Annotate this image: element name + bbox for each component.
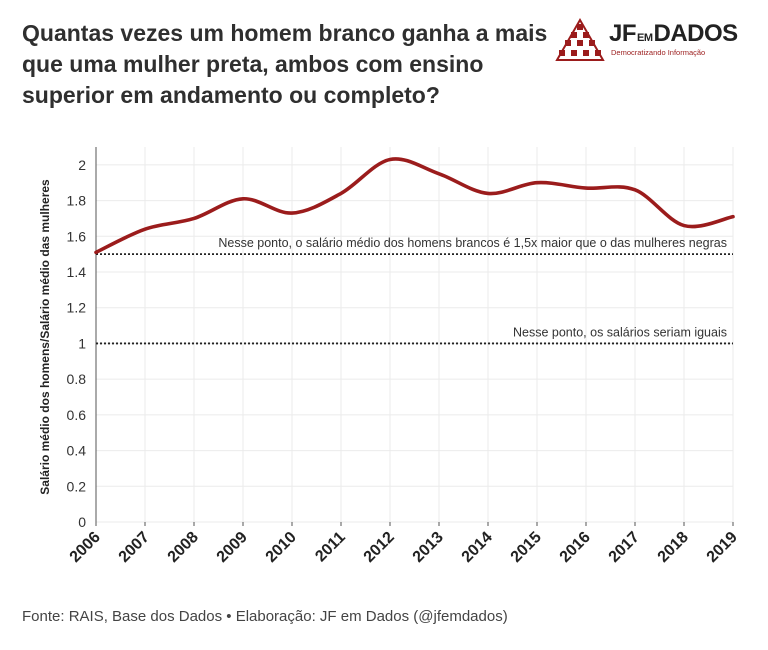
x-tick-label: 2012 xyxy=(361,529,398,566)
y-tick-label: 0.4 xyxy=(67,443,87,459)
y-tick-label: 1.8 xyxy=(67,193,87,209)
x-tick-label: 2011 xyxy=(312,529,349,566)
data-point xyxy=(536,182,538,184)
y-tick-label: 1.6 xyxy=(67,228,87,244)
data-point xyxy=(487,192,489,194)
x-tick-label: 2018 xyxy=(655,529,692,566)
y-tick-label: 0 xyxy=(78,514,86,530)
x-tick-label: 2014 xyxy=(459,529,496,566)
y-tick-label: 2 xyxy=(78,157,86,173)
chart-title-line-2: que uma mulher preta, ambos com ensino xyxy=(22,51,484,77)
chart-title-line-1: Quantas vezes um homem branco ganha a ma… xyxy=(22,20,548,46)
data-point xyxy=(291,212,293,214)
data-point xyxy=(585,187,587,189)
x-tick-label: 2007 xyxy=(116,529,153,566)
chart-title: Quantas vezes um homem branco ganha a ma… xyxy=(22,18,562,111)
x-tick-label: 2013 xyxy=(410,529,447,566)
x-tick-label: 2006 xyxy=(67,529,104,566)
data-point xyxy=(683,225,685,227)
data-point xyxy=(732,216,734,218)
jf-em-dados-logo: JFEMDADOS Democratizando Informação xyxy=(555,18,755,64)
x-tick-label: 2015 xyxy=(508,529,545,566)
source-caption: Fonte: RAIS, Base dos Dados • Elaboração… xyxy=(22,608,508,625)
reference-line-label: Nesse ponto, os salários seriam iguais xyxy=(513,325,727,339)
y-axis-label: Salário médio dos homens/Salário médio d… xyxy=(38,179,52,495)
y-tick-label: 1.4 xyxy=(67,264,87,280)
data-point xyxy=(340,192,342,194)
x-tick-label: 2008 xyxy=(165,529,202,566)
x-tick-label: 2016 xyxy=(557,529,594,566)
x-tick-label: 2009 xyxy=(214,529,251,566)
x-tick-label: 2010 xyxy=(263,529,300,566)
data-point xyxy=(193,217,195,219)
data-point xyxy=(634,189,636,191)
data-point xyxy=(95,251,97,253)
y-tick-label: 0.2 xyxy=(67,478,87,494)
data-point xyxy=(389,159,391,160)
line-chart: 0 0.2 0.4 0.6 0.8 1 1.2 1.4 1.6 1.8 2 2006 2007 2008… xyxy=(38,147,741,566)
reference-line-label: Nesse ponto, o salário médio dos homens … xyxy=(218,236,727,250)
x-tick-label: 2017 xyxy=(606,529,643,566)
y-tick-label: 1.2 xyxy=(67,300,87,316)
data-point xyxy=(242,198,244,200)
logo-wordmark: JFEMDADOS xyxy=(609,20,738,47)
y-tick-label: 0.6 xyxy=(67,407,87,423)
y-tick-label: 0.8 xyxy=(67,371,87,387)
y-tick-label: 1 xyxy=(78,335,86,351)
data-point xyxy=(438,173,440,175)
data-point xyxy=(144,228,146,230)
chart-title-line-3: superior em andamento ou completo? xyxy=(22,82,440,108)
logo-tagline: Democratizando Informação xyxy=(611,48,706,57)
x-tick-label: 2019 xyxy=(704,529,741,566)
logo-pattern-icon xyxy=(555,18,605,61)
